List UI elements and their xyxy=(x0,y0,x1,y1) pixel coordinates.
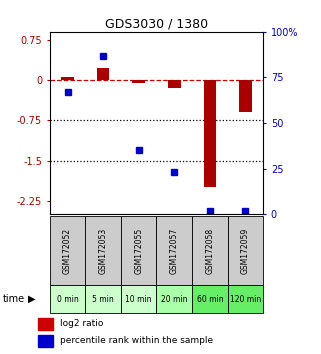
Bar xyxy=(204,80,216,187)
Text: 120 min: 120 min xyxy=(230,295,261,304)
Bar xyxy=(61,78,74,80)
Text: log2 ratio: log2 ratio xyxy=(60,319,104,329)
Text: 0 min: 0 min xyxy=(57,295,78,304)
Text: 60 min: 60 min xyxy=(196,295,223,304)
Bar xyxy=(50,216,85,285)
Bar xyxy=(121,216,157,285)
Bar xyxy=(156,216,192,285)
Text: GSM172057: GSM172057 xyxy=(170,227,179,274)
Bar xyxy=(121,285,157,313)
Bar xyxy=(97,68,109,80)
Text: GSM172052: GSM172052 xyxy=(63,227,72,274)
Text: GSM172053: GSM172053 xyxy=(99,227,108,274)
Bar xyxy=(228,285,263,313)
Text: ▶: ▶ xyxy=(28,294,36,304)
Bar xyxy=(38,318,53,330)
Text: time: time xyxy=(3,294,25,304)
Text: 20 min: 20 min xyxy=(161,295,187,304)
Text: GSM172059: GSM172059 xyxy=(241,227,250,274)
Bar xyxy=(85,285,121,313)
Bar xyxy=(192,285,228,313)
Title: GDS3030 / 1380: GDS3030 / 1380 xyxy=(105,18,208,31)
Bar xyxy=(50,285,85,313)
Text: 10 min: 10 min xyxy=(126,295,152,304)
Bar xyxy=(239,80,252,112)
Bar xyxy=(228,216,263,285)
Bar xyxy=(133,80,145,83)
Bar xyxy=(85,216,121,285)
Text: percentile rank within the sample: percentile rank within the sample xyxy=(60,336,213,345)
Text: GSM172058: GSM172058 xyxy=(205,227,214,274)
Bar xyxy=(192,216,228,285)
Text: GSM172055: GSM172055 xyxy=(134,227,143,274)
Bar xyxy=(156,285,192,313)
Bar xyxy=(168,80,180,88)
Text: 5 min: 5 min xyxy=(92,295,114,304)
Bar xyxy=(38,335,53,347)
